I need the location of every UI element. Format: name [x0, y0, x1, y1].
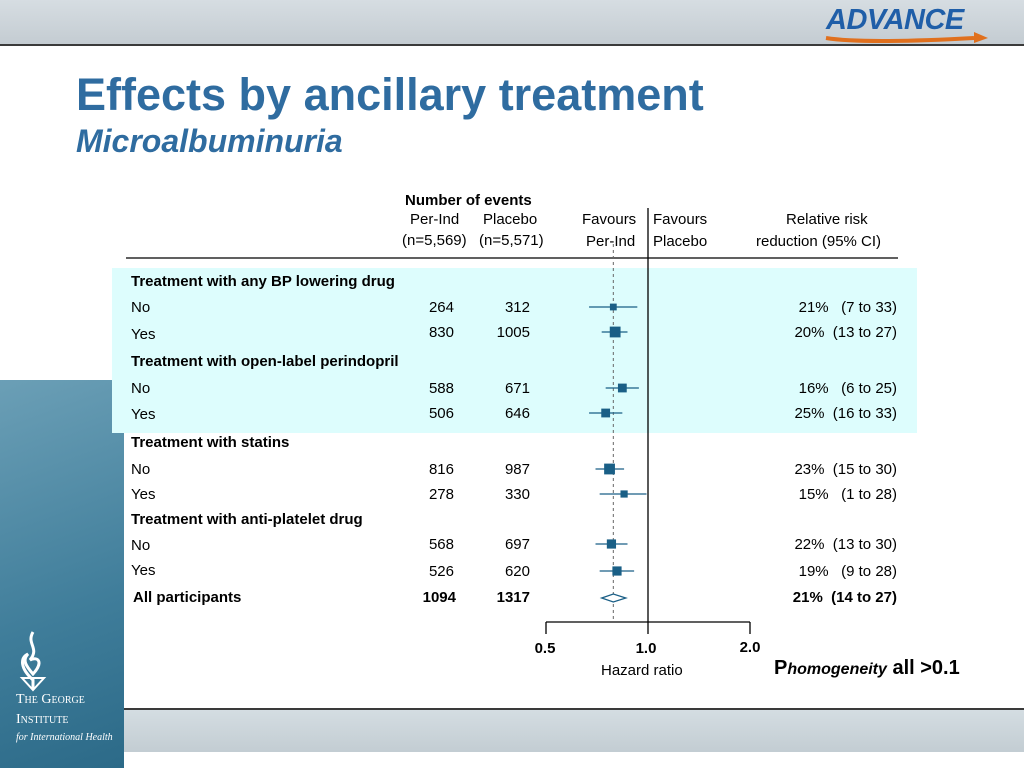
- hr-square: [620, 490, 628, 498]
- hr-square: [609, 326, 621, 338]
- group-header: Treatment with anti-platelet drug: [131, 511, 363, 528]
- branding-panel: The George Institute for International H…: [0, 380, 124, 768]
- col-placebo-n: (n=5,571): [479, 232, 544, 249]
- row-label: Yes: [131, 406, 156, 423]
- row-placebo-events: 697: [504, 536, 530, 553]
- homogeneity-word: homogeneity: [787, 661, 887, 678]
- logo-swoosh-icon: [825, 32, 988, 43]
- row-placebo-events: 646: [504, 405, 530, 422]
- axis-xlabel: Hazard ratio: [601, 662, 683, 679]
- highlight-band: [112, 268, 917, 433]
- axis-tick-label: 0.5: [534, 640, 556, 657]
- group-header: Treatment with statins: [131, 434, 290, 451]
- row-perind-events: 506: [428, 405, 454, 422]
- row-placebo-events: 312: [504, 299, 530, 316]
- row-label: No: [131, 380, 151, 397]
- row-rrr: 19% (9 to 28): [798, 563, 897, 580]
- institute-logo-icon: [19, 631, 47, 692]
- favours-perind-line1: Favours: [582, 211, 637, 228]
- group-header: Treatment with any BP lowering drug: [131, 273, 395, 290]
- row-perind-events: 526: [428, 563, 454, 580]
- page-title: Effects by ancillary treatment: [76, 69, 704, 120]
- row-label: No: [131, 299, 151, 316]
- row-rrr: 15% (1 to 28): [798, 486, 897, 503]
- institute-name-line2: Institute: [16, 712, 69, 727]
- bottom-bar: [124, 708, 1024, 754]
- row-perind-events: 830: [428, 324, 454, 341]
- hr-square: [601, 408, 611, 418]
- row-placebo-events: 671: [504, 380, 530, 397]
- institute-name-line1: The George: [16, 692, 85, 707]
- rrr-header-line1: Relative risk: [786, 211, 868, 228]
- favours-perind-line2: Per-Ind: [586, 233, 636, 250]
- overall-diamond: [599, 593, 628, 603]
- group-header: Treatment with open-label perindopril: [131, 353, 399, 370]
- homogeneity-p-value: Phomogeneity all >0.1: [774, 657, 960, 680]
- events-header: Number of events: [405, 192, 532, 209]
- row-label: Yes: [131, 562, 156, 579]
- hr-square: [612, 566, 622, 576]
- row-label: Yes: [131, 486, 156, 503]
- row-placebo-events: 1005: [496, 324, 530, 341]
- hr-square: [604, 463, 615, 475]
- advance-logo: ADVANCE: [826, 4, 964, 36]
- overall-perind-events: 1094: [422, 589, 456, 606]
- row-label: No: [131, 461, 151, 478]
- row-rrr: 25% (16 to 33): [794, 405, 897, 422]
- favours-placebo-line2: Placebo: [653, 233, 708, 250]
- row-perind-events: 264: [428, 299, 454, 316]
- homogeneity-value: all >0.1: [886, 657, 960, 679]
- row-rrr: 21% (7 to 33): [798, 299, 897, 316]
- row-perind-events: 816: [428, 461, 454, 478]
- col-perind-label: Per-Ind: [410, 211, 460, 228]
- homogeneity-p: P: [774, 657, 788, 679]
- overall-placebo-events: 1317: [496, 589, 530, 606]
- row-perind-events: 278: [428, 486, 454, 503]
- axis-tick-label: 2.0: [739, 639, 761, 656]
- row-perind-events: 568: [428, 536, 454, 553]
- col-placebo-label: Placebo: [483, 211, 538, 228]
- institute-name-line3: for International Health: [16, 732, 113, 743]
- row-rrr: 22% (13 to 30): [794, 536, 897, 553]
- bottom-strip: [124, 752, 1024, 768]
- row-label: Yes: [131, 326, 156, 343]
- row-perind-events: 588: [428, 380, 454, 397]
- overall-label: All participants: [133, 589, 242, 606]
- rrr-header-line2: reduction (95% CI): [756, 233, 882, 250]
- favours-placebo-line1: Favours: [653, 211, 708, 228]
- hr-square: [606, 539, 617, 549]
- row-placebo-events: 620: [504, 563, 530, 580]
- axis-tick-label: 1.0: [635, 640, 657, 657]
- hr-square: [617, 383, 627, 393]
- top-bar: [0, 0, 1024, 46]
- row-rrr: 23% (15 to 30): [794, 461, 897, 478]
- overall-rrr: 21% (14 to 27): [792, 589, 897, 606]
- row-label: No: [131, 537, 151, 554]
- row-rrr: 16% (6 to 25): [798, 380, 897, 397]
- row-rrr: 20% (13 to 27): [794, 324, 897, 341]
- page-subtitle: Microalbuminuria: [76, 123, 343, 159]
- row-placebo-events: 330: [504, 486, 530, 503]
- hr-square: [609, 303, 617, 311]
- row-placebo-events: 987: [504, 461, 530, 478]
- col-perind-n: (n=5,569): [402, 232, 467, 249]
